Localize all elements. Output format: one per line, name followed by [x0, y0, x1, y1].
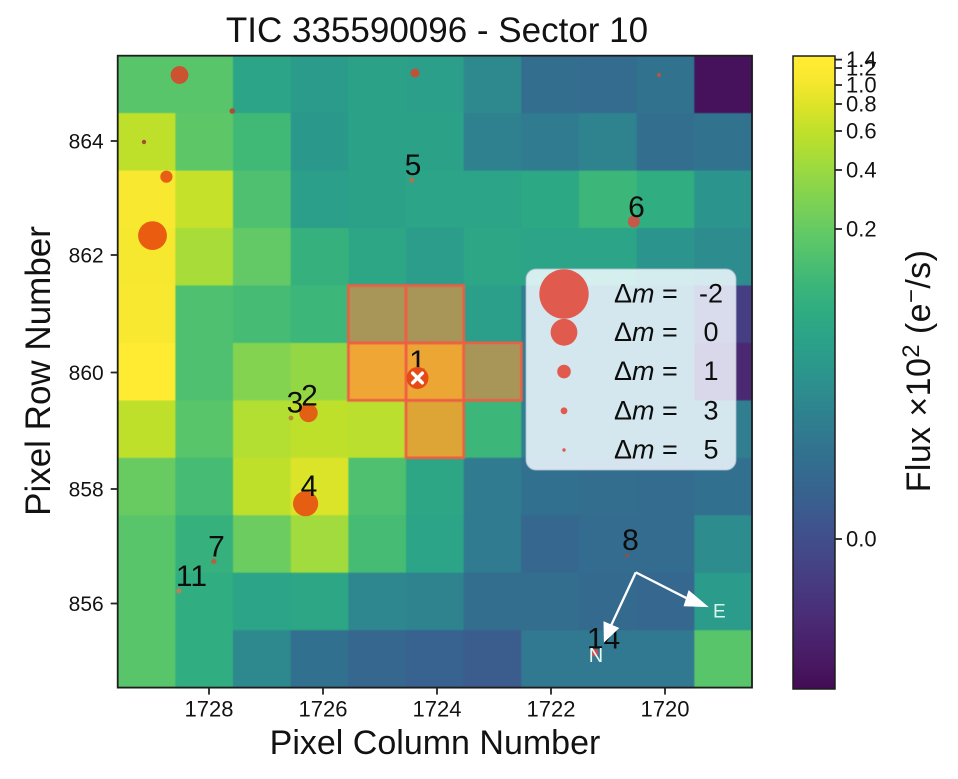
svg-text:1.0: 1.0: [846, 73, 877, 98]
svg-text:1722: 1722: [527, 697, 576, 722]
svg-text:-2: -2: [699, 279, 723, 309]
svg-text:0: 0: [703, 317, 718, 347]
svg-text:TIC 335590096 - Sector 10: TIC 335590096 - Sector 10: [226, 11, 648, 50]
svg-text:Δm =: Δm =: [614, 317, 678, 347]
svg-text:1.4: 1.4: [846, 47, 877, 72]
svg-text:Pixel Column Number: Pixel Column Number: [270, 724, 601, 762]
svg-text:1724: 1724: [413, 697, 462, 722]
svg-text:6: 6: [628, 191, 645, 224]
svg-text:Pixel Row Number: Pixel Row Number: [19, 226, 58, 516]
svg-text:4: 4: [301, 470, 318, 503]
svg-text:1: 1: [703, 356, 718, 386]
svg-text:Δm =: Δm =: [614, 395, 678, 425]
svg-text:1.2: 1.2: [846, 56, 877, 81]
svg-text:N: N: [589, 645, 603, 667]
svg-text:Δm =: Δm =: [614, 279, 678, 309]
svg-text:5: 5: [405, 149, 422, 182]
svg-text:8: 8: [622, 524, 639, 557]
svg-text:11: 11: [176, 560, 207, 593]
svg-text:860: 860: [69, 362, 104, 385]
svg-text:2: 2: [301, 380, 318, 413]
svg-text:862: 862: [69, 245, 104, 268]
svg-text:0.8: 0.8: [846, 92, 877, 117]
svg-text:0.0: 0.0: [846, 527, 877, 552]
svg-text:0.6: 0.6: [846, 119, 877, 144]
svg-text:3: 3: [287, 387, 304, 420]
svg-text:3: 3: [703, 395, 718, 425]
svg-text:E: E: [713, 602, 726, 623]
svg-text:Δm =: Δm =: [614, 435, 678, 465]
svg-text:1726: 1726: [299, 697, 348, 722]
svg-text:856: 856: [69, 593, 104, 616]
svg-text:Flux ×102 (e−/s): Flux ×102 (e−/s): [898, 250, 938, 493]
svg-text:0.4: 0.4: [846, 158, 877, 183]
svg-text:0.2: 0.2: [846, 217, 877, 242]
svg-text:858: 858: [69, 479, 104, 502]
svg-text:7: 7: [208, 531, 225, 564]
svg-text:5: 5: [703, 435, 718, 465]
svg-text:864: 864: [69, 131, 104, 154]
svg-text:Δm =: Δm =: [614, 356, 678, 386]
svg-text:1720: 1720: [641, 697, 690, 722]
svg-text:1728: 1728: [185, 697, 234, 722]
